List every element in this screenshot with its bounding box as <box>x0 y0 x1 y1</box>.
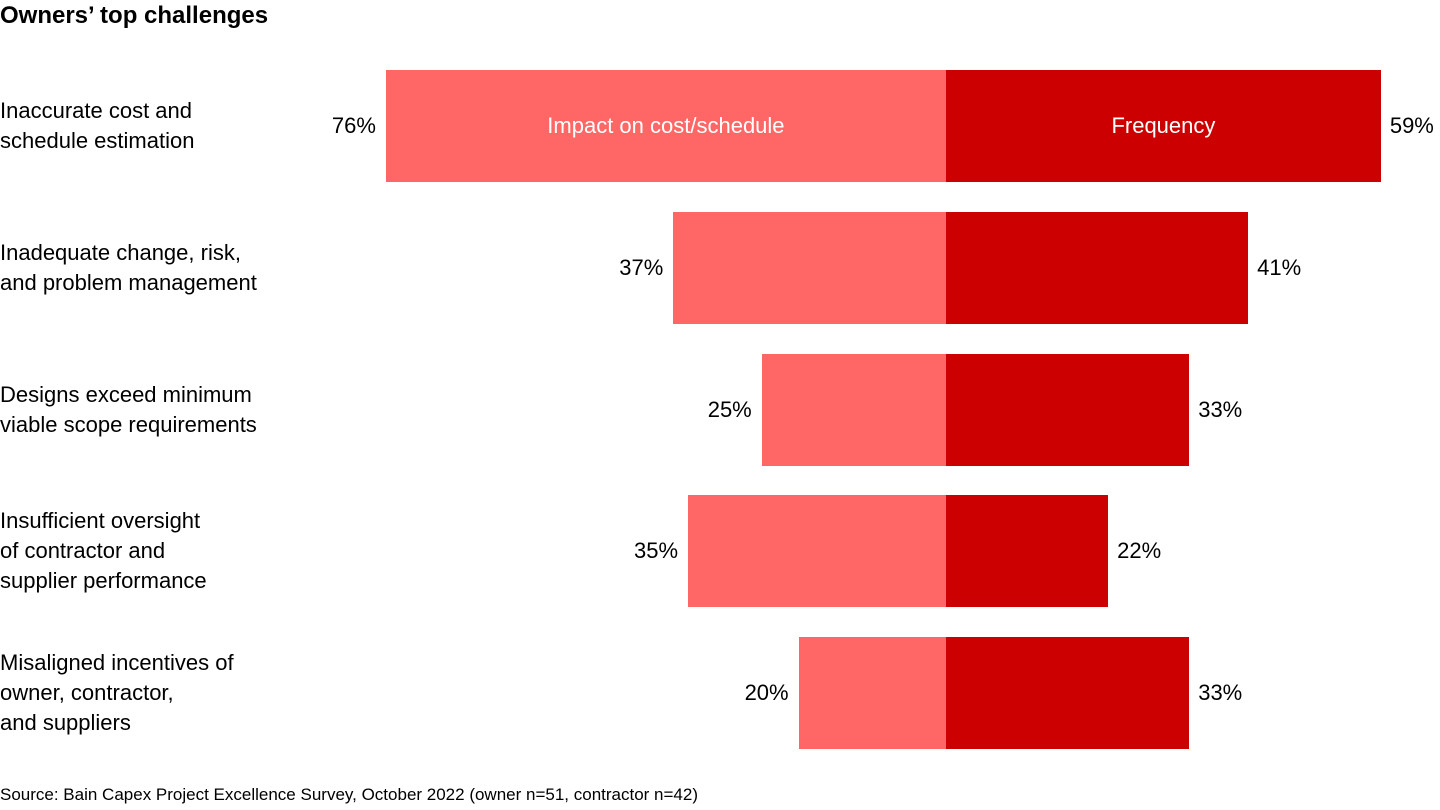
data-label: 41% <box>1257 255 1302 280</box>
category-label-line: and suppliers <box>0 710 131 735</box>
category-label-line: viable scope requirements <box>0 412 257 437</box>
bar-frequency <box>946 354 1190 466</box>
bar-frequency <box>946 212 1249 324</box>
data-label: 20% <box>744 680 789 705</box>
bar-impact <box>761 354 946 466</box>
bar-frequency <box>946 70 1381 182</box>
category-label-line: of contractor and <box>0 538 166 563</box>
category-label-line: Inaccurate cost and <box>0 98 193 123</box>
source-note: Source: Bain Capex Project Excellence Su… <box>0 785 699 804</box>
bar-impact <box>798 637 946 749</box>
data-label: 35% <box>634 538 679 563</box>
category-label: Insufficient oversight of contractor and s… <box>0 506 207 596</box>
data-label: 33% <box>1198 397 1243 422</box>
category-label-line: owner, contractor, <box>0 680 174 705</box>
legend-label: Impact on cost/schedule <box>547 113 785 138</box>
bar-impact <box>673 212 946 324</box>
category-label-line: Misaligned incentives of <box>0 650 234 675</box>
category-label-line: schedule estimation <box>0 128 195 153</box>
legend-label: Frequency <box>1111 113 1216 138</box>
category-label: Misaligned incentives of owner, contracto… <box>0 648 234 738</box>
category-label: Inadequate change, risk, and problem mana… <box>0 238 257 298</box>
bar-frequency <box>946 495 1109 607</box>
category-label: Designs exceed minimum viable scope requi… <box>0 380 257 440</box>
data-label: 25% <box>707 397 752 422</box>
category-label-line: supplier performance <box>0 568 207 593</box>
data-label: 22% <box>1117 538 1162 563</box>
data-label: 76% <box>331 113 376 138</box>
data-label: 59% <box>1389 113 1434 138</box>
chart-title: Owners’ top challenges <box>0 2 269 29</box>
category-label-line: and problem management <box>0 270 257 295</box>
category-label-line: Inadequate change, risk, <box>0 240 241 265</box>
bar-impact <box>385 70 946 182</box>
data-label: 33% <box>1198 680 1243 705</box>
category-label-line: Insufficient oversight <box>0 508 201 533</box>
category-label: Inaccurate cost and schedule estimation <box>0 96 194 156</box>
bar-frequency <box>946 637 1190 749</box>
data-label: 37% <box>619 255 664 280</box>
bar-impact <box>688 495 946 607</box>
category-label-line: Designs exceed minimum <box>0 382 252 407</box>
